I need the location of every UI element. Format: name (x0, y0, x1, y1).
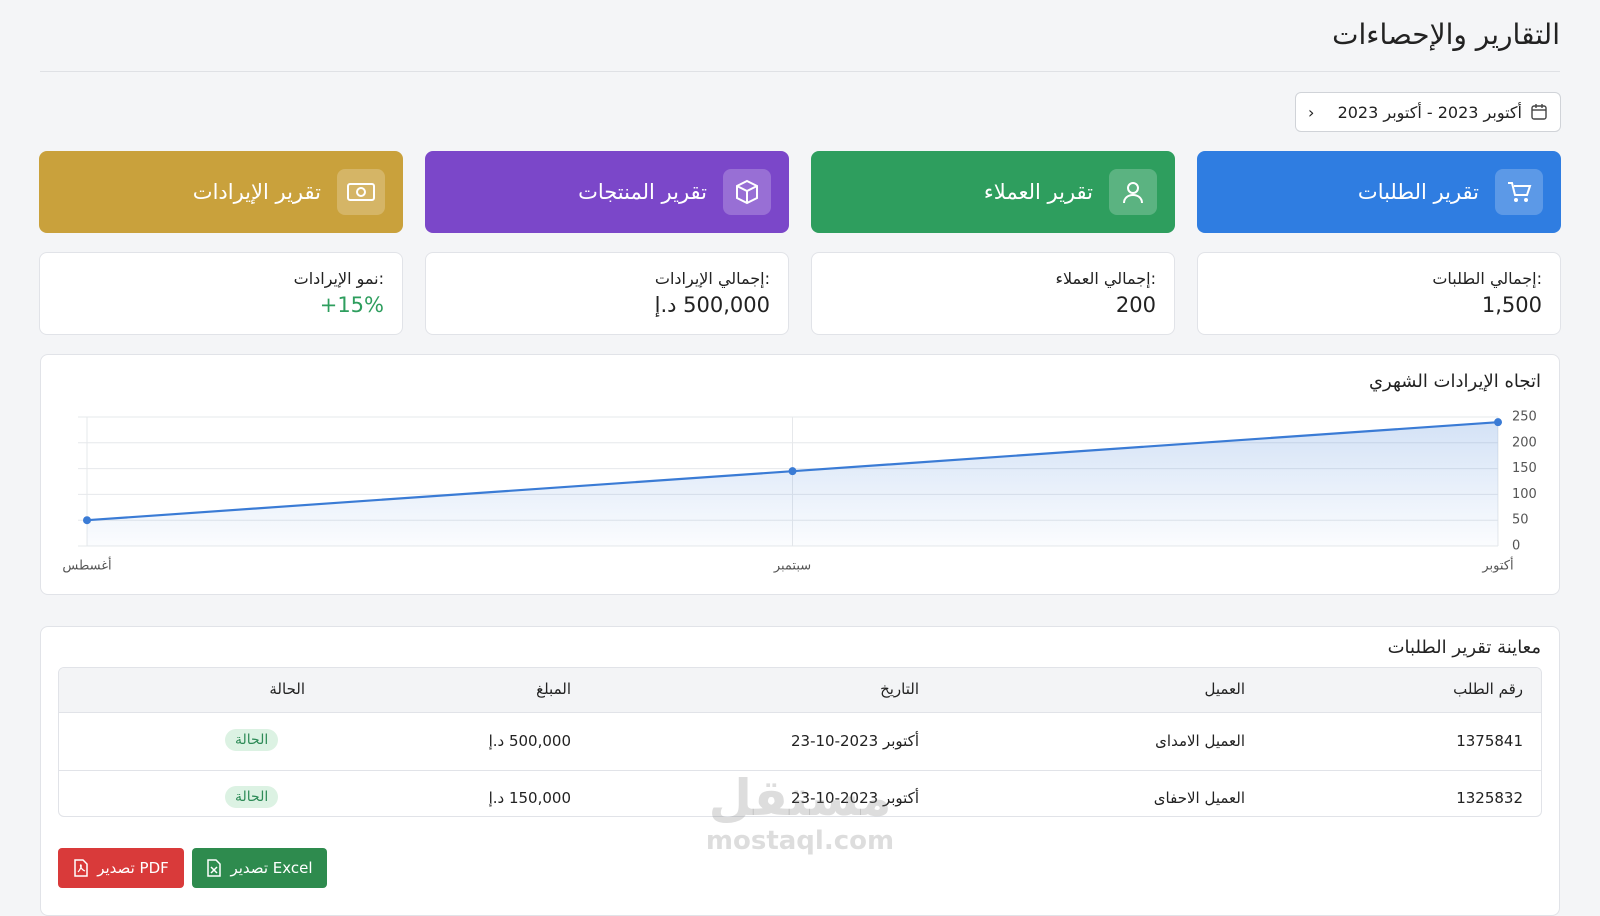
pdf-icon (74, 859, 88, 877)
button-label: تصدير PDF (97, 859, 169, 877)
x-tick-label: أغسطس (62, 557, 111, 574)
point (1494, 418, 1502, 427)
export-excel-button[interactable]: تصدير Excel (192, 848, 327, 888)
button-label: تقرير الطلبات (1357, 180, 1479, 204)
stat-label: إجمالي الطلبات: (1432, 269, 1542, 288)
table-cell: 1375841 (1456, 732, 1523, 750)
button-label: تقرير العملاء (983, 180, 1093, 204)
money-icon (337, 169, 385, 215)
table-cell: 150,000 د.إ (488, 789, 571, 807)
button-label: تقرير الإيرادات (192, 180, 321, 204)
status-badge: الحالة (225, 786, 279, 808)
table-header (59, 668, 1541, 713)
box-icon (723, 169, 771, 215)
table-cell: العميل الاحفاى (1153, 789, 1245, 807)
table: رقم الطلب العميل التاريخ المبلغ الحالة 137584… (58, 667, 1542, 817)
table-title: معاينة تقرير الطلبات (1387, 637, 1541, 658)
chevron: ‹ (1308, 102, 1315, 122)
table-cell: 500,000 د.إ (488, 732, 571, 750)
status-badge: الحالة (225, 729, 279, 751)
excel-icon (207, 859, 222, 877)
column-header: التاريخ (880, 680, 919, 698)
chart: 0 50 100 150 200 250 أغسطس سبتمبر أكتوبر (62, 410, 1537, 574)
stat-card: نمو الإيرادات: +15% (39, 252, 403, 335)
point (788, 467, 797, 476)
column-header: العميل (1204, 680, 1245, 698)
watermark-logo: مستقل (708, 769, 892, 827)
x-tick-label: سبتمبر (773, 559, 811, 574)
calendar-icon (1531, 104, 1547, 120)
button-label: تصدير Excel (230, 859, 313, 877)
report-button[interactable]: تقرير الإيرادات (39, 151, 403, 233)
y-tick-label: 100 (1512, 487, 1537, 502)
row-divider (59, 770, 1541, 771)
stat-value: +15% (319, 293, 384, 317)
column-header: الحالة (269, 680, 305, 698)
page: Reports {"header": {"title": "التقارير و… (39, 18, 1561, 916)
table-cell: 1325832 (1456, 789, 1523, 807)
date-picker[interactable]: أكتوبر 2023 - أكتوبر 2023 ‹ (1295, 92, 1561, 132)
table-cell: أكتوبر 2023-10-23 (790, 732, 919, 750)
stat-card: إجمالي العملاء: 200 (811, 252, 1175, 335)
button-label: تقرير المنتجات (578, 180, 707, 204)
x-tick-label: أكتوبر (1481, 557, 1513, 574)
stat-value: 200 (1115, 293, 1156, 317)
table-cell: أكتوبر 2023-10-23 (790, 789, 919, 807)
page-body: التقارير والإحصاءات أكتوبر 2023 - أكتوبر… (39, 18, 1561, 916)
cart-icon (1495, 169, 1543, 215)
page-title: التقارير والإحصاءات (1332, 18, 1560, 51)
divider (40, 71, 1560, 72)
report-button[interactable]: تقرير المنتجات (425, 151, 789, 233)
y-tick-label: 50 (1512, 513, 1529, 528)
report-button[interactable]: تقرير العملاء (811, 151, 1175, 233)
report-button[interactable]: تقرير الطلبات (1197, 151, 1561, 233)
point (83, 516, 91, 525)
user-icon (1109, 169, 1157, 215)
stat-card: إجمالي الطلبات: 1,500 (1197, 252, 1561, 335)
export-pdf-button[interactable]: تصدير PDF (58, 848, 184, 888)
y-tick-label: 0 (1512, 539, 1520, 554)
y-tick-label: 200 (1512, 435, 1537, 450)
stat-card: إجمالي الإيرادات: 500,000 د.إ (425, 252, 789, 335)
chart-title: اتجاه الإيرادات الشهري (1368, 371, 1541, 392)
area (87, 422, 1498, 546)
stat-label: إجمالي العملاء: (1055, 269, 1156, 288)
date-range: أكتوبر 2023 - أكتوبر 2023 (1337, 102, 1522, 122)
stat-value: 1,500 (1481, 293, 1542, 317)
table-cell: العميل الامداى (1155, 732, 1245, 750)
stat-value: 500,000 د.إ (654, 293, 770, 317)
column-header: المبلغ (536, 680, 571, 698)
stat-label: نمو الإيرادات: (293, 269, 384, 288)
watermark-url: mostaql.com (705, 826, 895, 856)
column-header: رقم الطلب (1453, 680, 1523, 698)
watermark: مستقل mostaql.com (700, 770, 900, 856)
y-tick-label: 250 (1512, 410, 1537, 425)
y-tick-label: 150 (1512, 461, 1537, 476)
stat-label: إجمالي الإيرادات: (654, 269, 770, 288)
